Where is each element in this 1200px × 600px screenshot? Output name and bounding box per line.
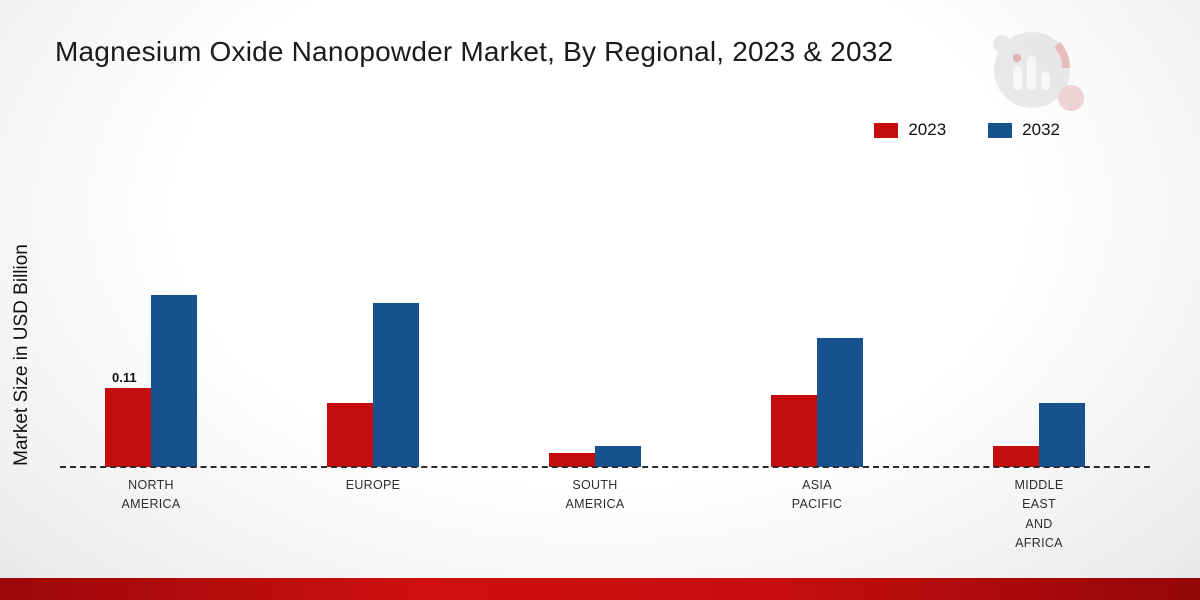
bar-value-label: 0.11 bbox=[112, 370, 137, 385]
category-label-south-america: SOUTH AMERICA bbox=[565, 478, 625, 512]
bar-group-asia-pacific bbox=[771, 100, 863, 467]
bar-2023-north-america: 0.11 bbox=[105, 370, 151, 467]
category-label-middle-east-and-africa: MIDDLE EAST AND AFRICA bbox=[1014, 478, 1064, 551]
bar-group-south-america bbox=[549, 100, 641, 467]
brand-logo-icon bbox=[993, 32, 1084, 111]
legend-item-2032: 2032 bbox=[988, 120, 1060, 140]
legend-swatch-2023 bbox=[874, 122, 899, 138]
category-label-asia-pacific: ASIA PACIFIC bbox=[791, 478, 843, 512]
legend-label-2032: 2032 bbox=[1022, 120, 1060, 139]
legend-swatch-2032 bbox=[988, 122, 1013, 138]
legend-label-2023: 2023 bbox=[908, 120, 947, 139]
bar-2023-south-america bbox=[549, 453, 595, 467]
bar-group-europe bbox=[327, 100, 419, 467]
bar-2032-north-america bbox=[151, 295, 197, 467]
x-axis-baseline bbox=[60, 466, 1150, 468]
legend-item-2023: 2023 bbox=[874, 120, 946, 140]
category-label-north-america: NORTH AMERICA bbox=[121, 478, 181, 512]
chart-title: Magnesium Oxide Nanopowder Market, By Re… bbox=[55, 36, 894, 67]
bottom-red-strip bbox=[0, 578, 1200, 600]
bar-2032-middle-east-and-africa bbox=[1039, 403, 1085, 467]
bar-2023-middle-east-and-africa bbox=[993, 446, 1039, 467]
bar-2032-asia-pacific bbox=[817, 338, 863, 467]
category-labels: NORTH AMERICA EUROPE SOUTH AMERICA ASIA PACIFI… bbox=[40, 476, 1150, 554]
plot-area: 0.11 bbox=[40, 100, 1150, 467]
category-label-europe: EUROPE bbox=[345, 478, 401, 492]
bar-2023-asia-pacific bbox=[771, 395, 817, 467]
y-axis-label: Market Size in USD Billion bbox=[11, 244, 32, 466]
legend: 2023 2032 bbox=[874, 120, 1060, 140]
bar-group-middle-east-and-africa bbox=[993, 100, 1085, 467]
bar-2023-europe bbox=[327, 403, 373, 467]
bar-group-north-america: 0.11 bbox=[105, 100, 197, 467]
bar-2032-south-america bbox=[595, 446, 641, 467]
bar-2032-europe bbox=[373, 303, 419, 467]
